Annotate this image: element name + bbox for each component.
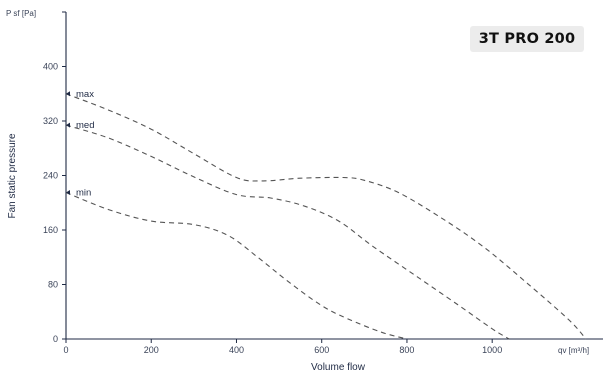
x-tick-label: 800: [399, 345, 414, 355]
curve-marker-med: [66, 122, 70, 128]
y-tick-label: 240: [43, 171, 58, 181]
curve-min: [65, 191, 408, 340]
curves: [65, 93, 587, 340]
y-axis-title: Fan static pressure: [7, 133, 18, 218]
y-tick-label: 320: [43, 116, 58, 126]
chart-title: 3T PRO 200: [478, 31, 576, 47]
curve-med: [65, 124, 510, 340]
curve-label-med: med: [76, 120, 94, 131]
x-tick-label: 400: [229, 345, 244, 355]
y-unit-label: P sf [Pa]: [6, 9, 36, 18]
x-tick-label: 0: [63, 345, 68, 355]
curve-max: [65, 93, 587, 340]
x-tick-label: 600: [314, 345, 329, 355]
model-badge: 3T PRO 200: [470, 26, 584, 52]
x-axis-title: Volume flow: [311, 362, 366, 373]
curve-label-max: max: [76, 89, 94, 100]
axes: [65, 12, 603, 340]
y-tick-label: 0: [53, 334, 58, 344]
ticks: 0 200 400 600 800 1000 0 80 160 240 320 400: [43, 11, 502, 355]
curve-labels: max med min: [66, 89, 94, 199]
y-tick-label: 160: [43, 225, 58, 235]
y-tick-label: 80: [48, 280, 58, 290]
x-tick-label: 1000: [482, 345, 502, 355]
curve-marker-max: [66, 91, 70, 97]
y-tick-label: 400: [43, 62, 58, 72]
x-tick-label: 200: [144, 345, 159, 355]
curve-marker-min: [66, 190, 70, 196]
curve-label-min: min: [76, 188, 91, 199]
x-unit-label: qv [m³/h]: [558, 346, 589, 355]
